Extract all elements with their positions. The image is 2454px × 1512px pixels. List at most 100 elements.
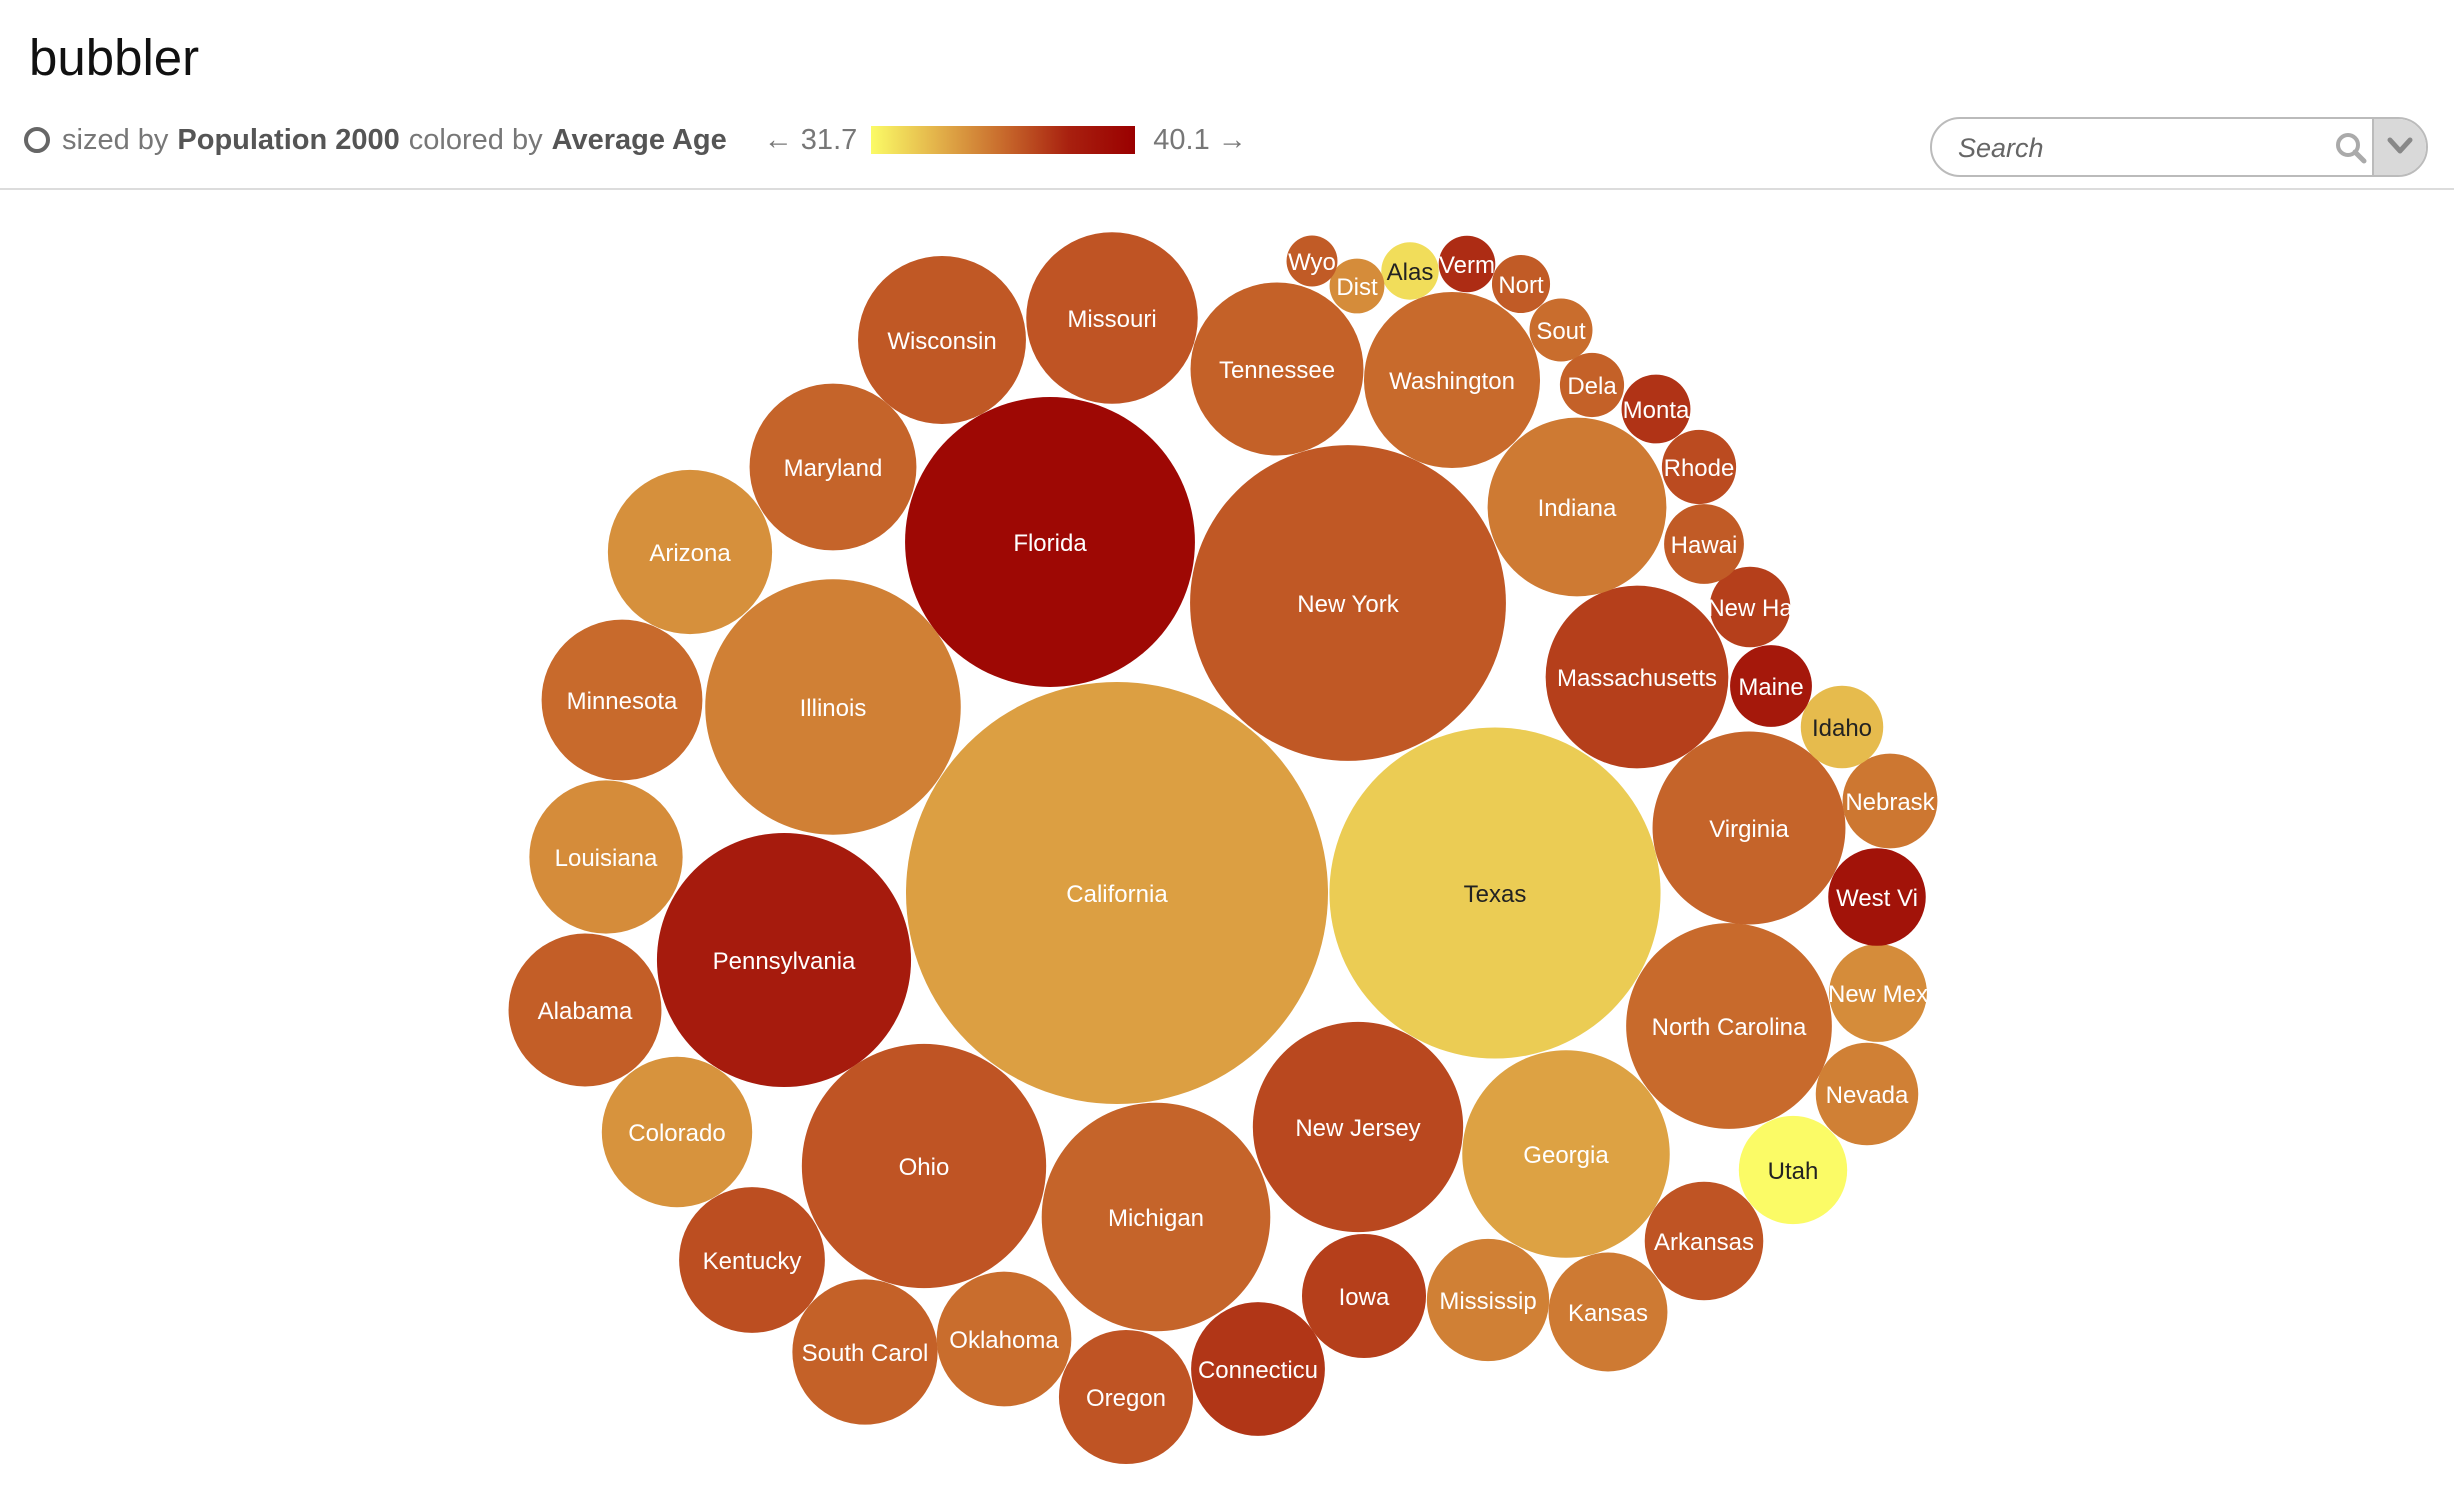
bubble-idaho[interactable]: Idaho (1800, 685, 1884, 769)
bubble-georgia[interactable]: Georgia (1462, 1050, 1670, 1258)
bubble-circle[interactable] (601, 1056, 753, 1208)
bubble-verm[interactable]: Verm (1438, 235, 1496, 293)
bubble-florida[interactable]: Florida (905, 397, 1195, 687)
bubble-nort[interactable]: Nort (1491, 254, 1551, 314)
search-icon[interactable] (2332, 130, 2372, 166)
bubble-circle[interactable] (1709, 566, 1791, 648)
bubble-circle[interactable] (1730, 645, 1812, 727)
bubble-circle[interactable] (1438, 235, 1496, 293)
bubble-circle[interactable] (1252, 1021, 1464, 1233)
bubble-circle[interactable] (541, 619, 703, 781)
color-field[interactable]: Average Age (551, 123, 727, 156)
bubble-tennessee[interactable]: Tennessee (1190, 282, 1364, 456)
bubble-circle[interactable] (705, 579, 961, 835)
bubble-circle[interactable] (801, 1043, 1047, 1289)
bubble-circle[interactable] (1529, 298, 1593, 362)
dropdown-toggle[interactable] (2372, 119, 2426, 175)
bubble-sout[interactable]: Sout (1529, 298, 1593, 362)
search-input[interactable] (1956, 119, 2340, 175)
bubble-wisconsin[interactable]: Wisconsin (858, 256, 1026, 424)
bubble-circle[interactable] (1842, 753, 1938, 849)
bubble-circle[interactable] (1545, 585, 1729, 769)
bubble-alabama[interactable]: Alabama (508, 933, 662, 1087)
bubble-circle[interactable] (906, 682, 1328, 1104)
bubble-circle[interactable] (1041, 1102, 1271, 1332)
bubble-circle[interactable] (1462, 1050, 1670, 1258)
bubble-circle[interactable] (1026, 232, 1198, 404)
bubble-nevada[interactable]: Nevada (1815, 1042, 1919, 1146)
bubble-west-vi[interactable]: West Vi (1828, 848, 1926, 946)
bubble-circle[interactable] (1548, 1252, 1668, 1372)
bubble-illinois[interactable]: Illinois (705, 579, 961, 835)
bubble-circle[interactable] (1829, 944, 1927, 1042)
bubble-wyo[interactable]: Wyo (1286, 235, 1338, 287)
bubble-circle[interactable] (1191, 1302, 1325, 1436)
bubble-circle[interactable] (1190, 445, 1506, 761)
size-field[interactable]: Population 2000 (177, 123, 400, 156)
bubble-louisiana[interactable]: Louisiana (529, 780, 683, 934)
bubble-circle[interactable] (1491, 254, 1551, 314)
bubble-california[interactable]: California (906, 682, 1328, 1104)
bubble-new-york[interactable]: New York (1190, 445, 1506, 761)
bubble-colorado[interactable]: Colorado (601, 1056, 753, 1208)
bubble-virginia[interactable]: Virginia (1652, 731, 1846, 925)
bubble-rhode[interactable]: Rhode (1661, 429, 1737, 505)
bubble-circle[interactable] (1815, 1042, 1919, 1146)
bubble-circle[interactable] (1363, 291, 1541, 469)
bubble-circle[interactable] (1190, 282, 1364, 456)
bubble-arkansas[interactable]: Arkansas (1644, 1181, 1764, 1301)
bubble-circle[interactable] (905, 397, 1195, 687)
bubble-circle[interactable] (1828, 848, 1926, 946)
bubble-oklahoma[interactable]: Oklahoma (936, 1271, 1072, 1407)
bubble-circle[interactable] (508, 933, 662, 1087)
bubble-circle[interactable] (858, 256, 1026, 424)
bubble-circle[interactable] (1800, 685, 1884, 769)
bubble-maine[interactable]: Maine (1730, 645, 1812, 727)
bubble-circle[interactable] (1381, 242, 1439, 300)
bubble-connecticu[interactable]: Connecticu (1191, 1302, 1325, 1436)
bubble-maryland[interactable]: Maryland (749, 383, 917, 551)
bubble-circle[interactable] (656, 832, 912, 1088)
bubble-circle[interactable] (1644, 1181, 1764, 1301)
bubble-utah[interactable]: Utah (1738, 1115, 1848, 1225)
bubble-circle[interactable] (1661, 429, 1737, 505)
bubble-circle[interactable] (792, 1279, 938, 1425)
bubble-indiana[interactable]: Indiana (1487, 417, 1667, 597)
bubble-mississip[interactable]: Mississip (1426, 1238, 1550, 1362)
bubble-pennsylvania[interactable]: Pennsylvania (656, 832, 912, 1088)
bubble-washington[interactable]: Washington (1363, 291, 1541, 469)
bubble-circle[interactable] (1664, 504, 1744, 584)
bubble-kentucky[interactable]: Kentucky (679, 1187, 825, 1333)
bubble-new-jersey[interactable]: New Jersey (1252, 1021, 1464, 1233)
bubble-circle[interactable] (529, 780, 683, 934)
bubble-circle[interactable] (749, 383, 917, 551)
bubble-circle[interactable] (1058, 1329, 1194, 1465)
bubble-circle[interactable] (1559, 352, 1625, 418)
bubble-iowa[interactable]: Iowa (1301, 1233, 1427, 1359)
bubble-alas[interactable]: Alas (1381, 242, 1439, 300)
bubble-circle[interactable] (1652, 731, 1846, 925)
bubble-circle[interactable] (1301, 1233, 1427, 1359)
bubble-monta[interactable]: Monta (1621, 374, 1691, 444)
bubble-circle[interactable] (1286, 235, 1338, 287)
bubble-arizona[interactable]: Arizona (607, 469, 773, 635)
bubble-kansas[interactable]: Kansas (1548, 1252, 1668, 1372)
bubble-dist[interactable]: Dist (1329, 258, 1385, 314)
bubble-minnesota[interactable]: Minnesota (541, 619, 703, 781)
bubble-circle[interactable] (1426, 1238, 1550, 1362)
bubble-nebrask[interactable]: Nebrask (1842, 753, 1938, 849)
bubble-hawai[interactable]: Hawai (1664, 504, 1744, 584)
bubble-new-ha[interactable]: New Ha (1707, 566, 1793, 648)
bubble-south-carol[interactable]: South Carol (792, 1279, 938, 1425)
bubble-north-carolina[interactable]: North Carolina (1626, 923, 1832, 1129)
bubble-circle[interactable] (1329, 258, 1385, 314)
bubble-ohio[interactable]: Ohio (801, 1043, 1047, 1289)
bubble-texas[interactable]: Texas (1329, 727, 1661, 1059)
bubble-circle[interactable] (607, 469, 773, 635)
bubble-circle[interactable] (936, 1271, 1072, 1407)
bubble-circle[interactable] (1487, 417, 1667, 597)
bubble-circle[interactable] (1329, 727, 1661, 1059)
bubble-circle[interactable] (1626, 923, 1832, 1129)
bubble-circle[interactable] (1621, 374, 1691, 444)
bubble-new-mex[interactable]: New Mex (1828, 944, 1928, 1042)
